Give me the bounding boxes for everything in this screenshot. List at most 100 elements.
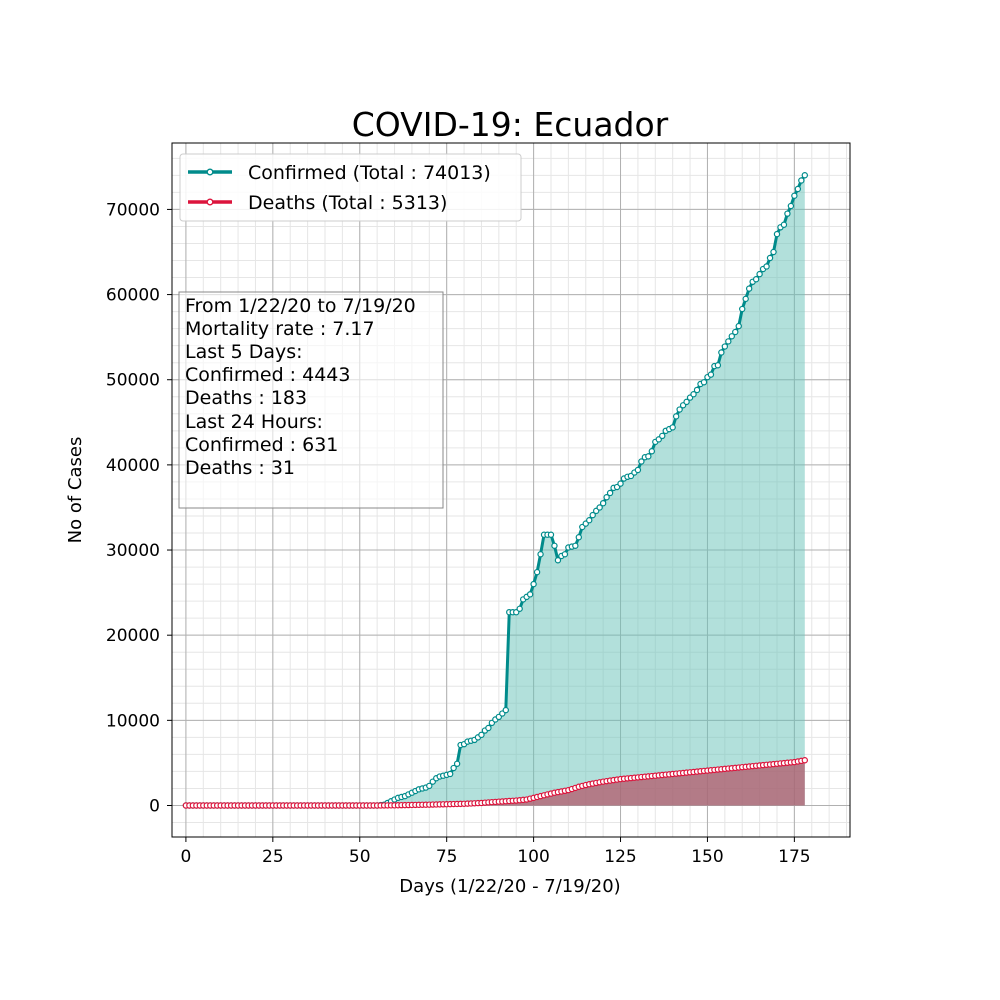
confirmed-point [551,542,558,549]
confirmed-point [659,432,666,440]
info-box-frame [178,291,444,509]
deaths-area [185,760,805,806]
confirmed-point [645,453,652,460]
confirmed-point [554,557,562,564]
y-tick-label: 10000 [106,711,160,731]
confirmed-point [752,276,760,283]
confirmed-point [787,202,795,210]
area-fills [185,175,805,806]
confirmed-point [742,295,749,303]
confirmed-point [707,371,715,378]
confirmed-point [766,254,774,262]
info-line-last5-confirmed: Confirmed : 4443 [185,364,350,386]
y-axis-label: No of Cases [65,437,86,544]
confirmed-point [732,328,739,336]
y-axis-ticks: 0 10000 20000 30000 40000 50000 60000 70000 [106,200,172,816]
confirmed-point [450,764,457,772]
legend-confirmed-marker [206,168,214,176]
info-line-last24-heading: Last 24 Hours: [185,411,323,433]
confirmed-point [676,406,683,413]
y-tick-label: 50000 [106,371,160,391]
confirmed-point [728,333,735,340]
x-tick-label: 100 [517,847,549,867]
confirmed-point [784,210,791,217]
info-line-last24-confirmed: Confirmed : 631 [185,434,338,456]
confirmed-point [575,534,583,541]
x-axis-label: Days (1/22/20 - 7/19/20) [399,876,620,897]
confirmed-point [648,448,656,455]
info-line-mortality: Mortality rate : 7.17 [185,318,375,340]
info-line-last24-deaths: Deaths : 31 [185,457,295,479]
legend-deaths-marker [206,198,214,206]
y-tick-label: 30000 [106,541,160,561]
y-tick-label: 60000 [106,286,160,306]
confirmed-point [516,605,523,612]
y-tick-label: 20000 [106,626,160,646]
confirmed-point [770,248,777,256]
confirmed-point [589,511,596,519]
confirmed-point [725,338,732,345]
legend-confirmed-label: Confirmed (Total : 74013) [248,162,491,184]
confirmed-point [537,551,544,558]
plot-frame [171,142,851,838]
legend-box [179,153,522,222]
confirmed-point [763,263,770,270]
confirmed-point [700,379,708,386]
confirmed-area [185,175,805,806]
x-tick-label: 150 [691,847,723,867]
confirmed-point [690,391,697,398]
series-markers [182,172,809,809]
info-line-last5-heading: Last 5 Days: [185,341,303,363]
confirmed-point [693,386,701,394]
confirmed-point [572,542,579,549]
y-tick-label: 40000 [106,456,160,476]
chart-title: COVID-19: Ecuador [352,105,669,144]
confirmed-point [599,499,607,507]
info-line-range: From 1/22/20 to 7/19/20 [185,295,416,317]
confirmed-point [745,285,753,292]
x-tick-label: 50 [349,847,371,867]
confirmed-point [446,770,454,778]
confirmed-point [603,494,610,501]
confirmed-point [735,322,742,330]
confirmed-point [530,580,537,588]
confirmed-point [547,531,555,538]
legend: Confirmed (Total : 74013) Deaths (Total … [179,153,522,222]
y-tick-label: 0 [149,796,160,816]
x-tick-label: 175 [778,847,810,867]
confirmed-point [794,185,802,193]
confirmed-point [791,192,798,199]
x-tick-label: 25 [262,847,284,867]
x-axis-ticks: 0 25 50 75 100 125 150 175 [180,837,811,867]
x-tick-label: 75 [436,847,458,867]
confirmed-point [721,343,729,350]
confirmed-point [606,489,614,497]
confirmed-point [502,706,509,714]
confirmed-point [561,551,569,558]
deaths-point [801,757,809,764]
confirmed-point [638,458,645,465]
info-line-last5-deaths: Deaths : 183 [185,387,307,409]
confirmed-point [683,398,690,406]
confirmed-point [426,782,433,790]
confirmed-point [672,413,680,420]
confirmed-point [485,724,492,732]
confirmed-point [773,230,781,238]
confirmed-point [718,349,725,356]
confirmed-point [798,177,805,184]
confirmed-point [533,568,541,576]
confirmed-point [714,362,722,369]
confirmed-point [596,504,603,511]
confirmed-point [453,760,461,767]
info-box: From 1/22/20 to 7/19/20 Mortality rate :… [178,291,444,509]
y-tick-label: 70000 [106,200,160,220]
confirmed-point [617,480,624,487]
x-tick-label: 125 [604,847,636,867]
confirmed-point [739,305,746,313]
confirmed-point [801,172,809,179]
confirmed-point [669,424,676,431]
confirmed-point [478,731,485,739]
legend-deaths-label: Deaths (Total : 5313) [248,192,447,214]
confirmed-point [780,221,788,228]
